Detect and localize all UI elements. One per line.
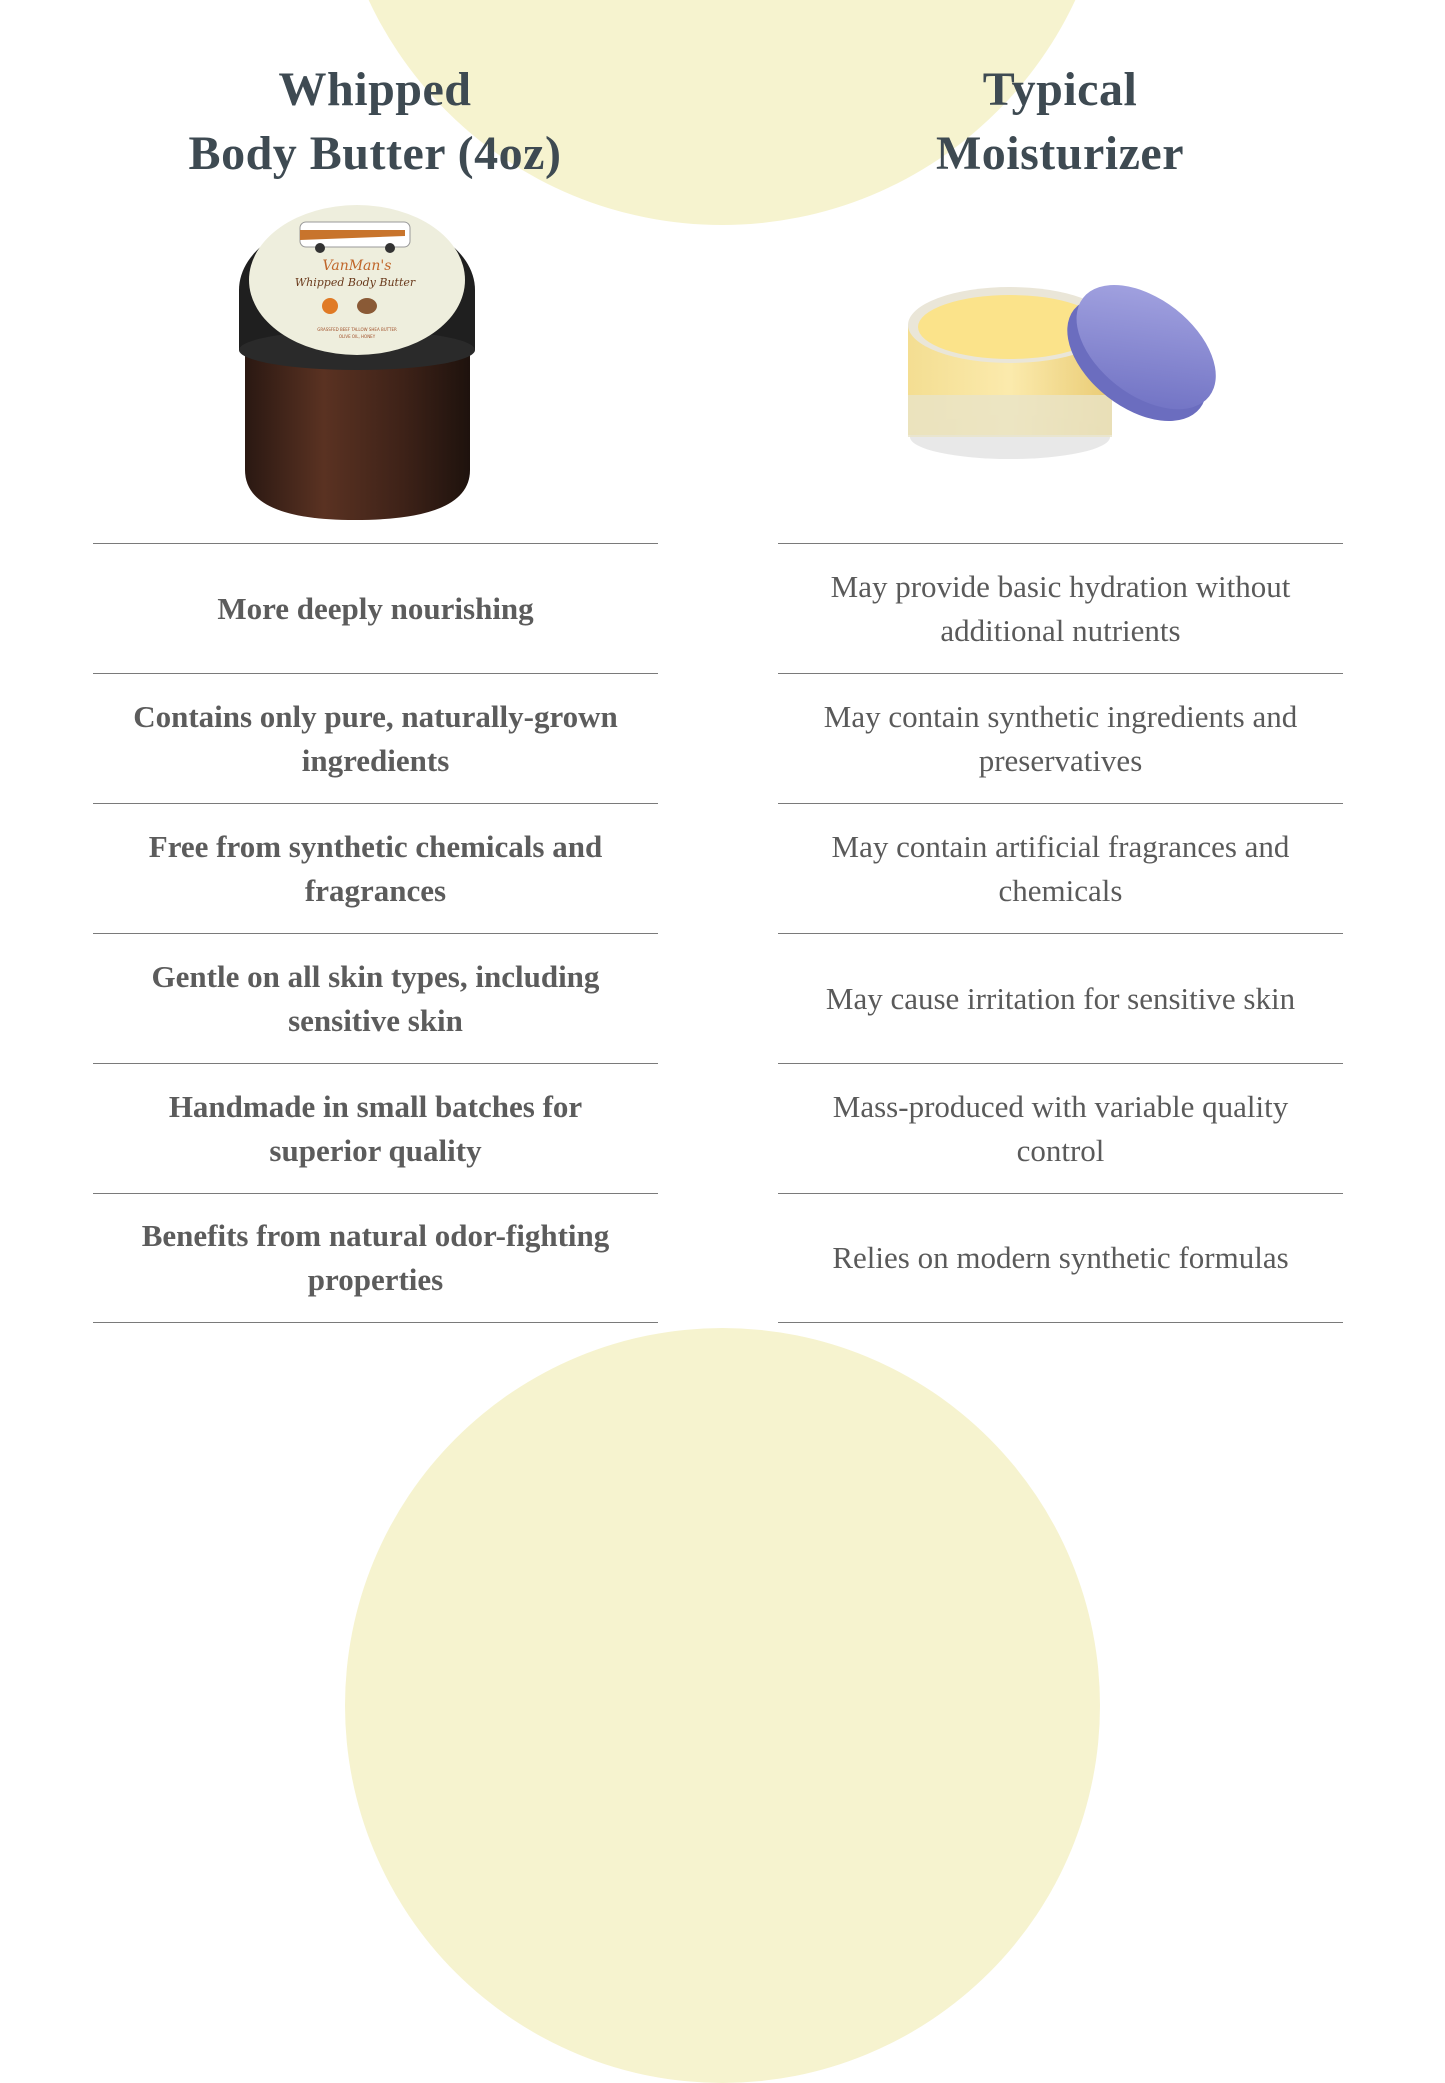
comparison-row: Free from synthetic chemicals and fragra… [93, 803, 658, 933]
comparison-row: May contain artificial fragrances and ch… [778, 803, 1343, 933]
label-name: Whipped Body Butter [295, 276, 416, 289]
decorative-circle-bottom [345, 1328, 1100, 2083]
right-heading: Typical Moisturizer [760, 58, 1360, 186]
left-heading: Whipped Body Butter (4oz) [75, 58, 675, 186]
moisturizer-drawbacks-list: May provide basic hydration without addi… [778, 543, 1343, 1323]
row-text: Relies on modern synthetic formulas [832, 1240, 1289, 1275]
left-title-line1: Whipped [278, 63, 472, 116]
moisturizer-jar-image [908, 285, 1216, 459]
comparison-row: May provide basic hydration without addi… [778, 543, 1343, 673]
body-butter-benefits-list: More deeply nourishing Contains only pur… [93, 543, 658, 1323]
comparison-row: Gentle on all skin types, including sens… [93, 933, 658, 1063]
row-text: Handmade in small batches for superior q… [168, 1088, 583, 1168]
comparison-row: Contains only pure, naturally-grown ingr… [93, 673, 658, 803]
body-butter-jar-image: VanMan's Whipped Body Butter GRASSFED BE… [239, 205, 475, 520]
right-title-line2: Moisturizer [935, 127, 1185, 180]
row-text: Free from synthetic chemicals and fragra… [148, 828, 603, 908]
row-text: May contain synthetic ingredients and pr… [823, 698, 1298, 778]
row-text: More deeply nourishing [217, 590, 534, 626]
van-icon [299, 221, 411, 253]
row-text: May contain artificial fragrances and ch… [831, 828, 1290, 908]
comparison-row: Handmade in small batches for superior q… [93, 1063, 658, 1193]
label-ingredients-2: OLIVE OIL, HONEY [339, 334, 376, 339]
comparison-row: May contain synthetic ingredients and pr… [778, 673, 1343, 803]
comparison-row: Benefits from natural odor-fighting prop… [93, 1193, 658, 1323]
right-title-line1: Typical [982, 63, 1138, 116]
comparison-row: More deeply nourishing [93, 543, 658, 673]
label-brand: VanMan's [323, 258, 392, 274]
comparison-row: Mass-produced with variable quality cont… [778, 1063, 1343, 1193]
comparison-row: Relies on modern synthetic formulas [778, 1193, 1343, 1323]
row-text: May cause irritation for sensitive skin [825, 980, 1296, 1016]
comparison-row: May cause irritation for sensitive skin [778, 933, 1343, 1063]
row-text: Gentle on all skin types, including sens… [151, 958, 600, 1038]
row-text: Benefits from natural odor-fighting prop… [141, 1218, 610, 1297]
row-text: May provide basic hydration without addi… [830, 568, 1291, 648]
row-text: Mass-produced with variable quality cont… [832, 1088, 1289, 1168]
label-ingredients-1: GRASSFED BEEF TALLOW SHEA BUTTER [317, 327, 397, 332]
row-text: Contains only pure, naturally-grown ingr… [133, 698, 618, 778]
left-title-line2: Body Butter (4oz) [188, 127, 562, 180]
